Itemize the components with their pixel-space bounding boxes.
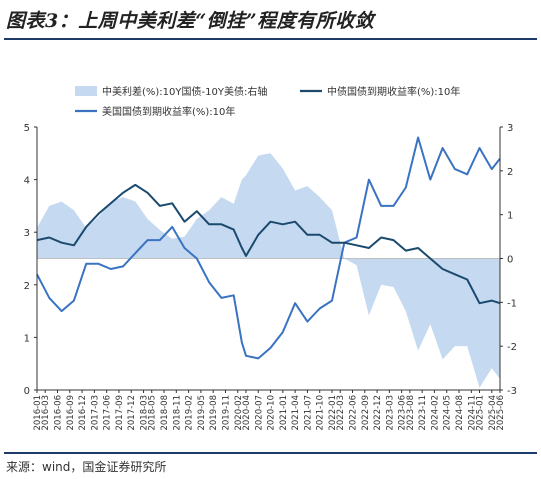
legend-label: 中美利差(%):10Y国债-10Y美债:右轴 <box>102 85 267 98</box>
x-tick-label: 2016-12 <box>78 395 88 431</box>
cn-10y-yield-line <box>36 183 501 305</box>
right-tick-label: -2 <box>507 342 517 353</box>
spread-area-layer <box>37 153 500 388</box>
x-tick-label: 2021-04 <box>291 395 301 431</box>
right-tick-label: 2 <box>507 167 513 178</box>
x-tick-label: 2017-09 <box>115 395 125 431</box>
x-tick-label: 2019-11 <box>221 395 231 431</box>
x-tick-label: 2025-06 <box>496 395 506 431</box>
chart: 中美利差(%):10Y国债-10Y美债:右轴 中债国债到期收益率(%):10年美国… <box>24 85 517 431</box>
legend-label: 美国国债到期收益率(%):10年 <box>102 105 235 118</box>
right-tick-label: 0 <box>507 255 513 266</box>
x-tick-label: 2022-12 <box>373 395 383 431</box>
spread-area <box>37 153 500 388</box>
right-tick-label: -1 <box>507 298 517 309</box>
legend-label: 中债国债到期收益率(%):10年 <box>327 85 460 98</box>
right-tick-label: -3 <box>507 386 517 397</box>
x-tick-label: 2019-05 <box>197 395 207 431</box>
x-tick-label: 2024-11 <box>467 395 477 431</box>
x-tick-label: 2016-09 <box>66 395 76 431</box>
x-tick-label: 2021-10 <box>316 395 326 431</box>
footer-divider <box>4 452 537 454</box>
x-tick-label: 2020-04 <box>242 395 252 431</box>
legend-swatch <box>75 86 97 96</box>
x-tick-label: 2018-08 <box>160 395 170 431</box>
x-tick-label: 2018-03 <box>140 395 150 431</box>
legend: 中美利差(%):10Y国债-10Y美债:右轴 中债国债到期收益率(%):10年美国… <box>75 85 460 118</box>
x-tick-label: 2017-12 <box>127 395 137 431</box>
left-tick-label: 1 <box>24 333 30 344</box>
x-tick-label: 2018-05 <box>148 395 158 431</box>
x-tick-label: 2020-02 <box>234 395 244 431</box>
right-tick-label: 3 <box>507 123 513 134</box>
x-tick-label: 2022-03 <box>336 395 346 431</box>
x-tick-label: 2017-06 <box>103 395 113 431</box>
left-tick-label: 4 <box>24 176 30 187</box>
x-tick-label: 2023-08 <box>406 395 416 431</box>
x-tick-label: 2023-03 <box>385 395 395 431</box>
x-tick-label: 2022-01 <box>328 395 338 431</box>
x-tick-label: 2021-01 <box>279 395 289 431</box>
x-tick-label: 2021-07 <box>303 395 313 431</box>
chart-title: 图表3：上周中美利差“倒挂”程度有所收敛 <box>6 10 375 32</box>
x-tick-label: 2024-05 <box>443 395 453 431</box>
right-tick-label: 1 <box>507 211 513 222</box>
x-tick-label: 2023-06 <box>398 395 408 431</box>
x-tick-label: 2025-01 <box>476 395 486 431</box>
x-tick-label: 2024-08 <box>455 395 465 431</box>
x-tick-label: 2024-02 <box>430 395 440 431</box>
x-tick-label: 2022-09 <box>361 395 371 431</box>
x-tick-label: 2022-06 <box>348 395 358 431</box>
x-tick-label: 2019-08 <box>209 395 219 431</box>
left-tick-label: 5 <box>24 123 30 134</box>
yield-lines-layer <box>36 136 501 360</box>
x-tick-label: 2016-03 <box>41 395 51 431</box>
x-tick-label: 2020-10 <box>267 395 277 431</box>
title-divider <box>4 38 537 40</box>
x-tick-label: 2018-11 <box>172 395 182 431</box>
us-10y-yield-line <box>36 136 501 360</box>
x-tick-label: 2016-06 <box>53 395 63 431</box>
left-tick-label: 3 <box>24 228 30 239</box>
x-tick-label: 2023-11 <box>418 395 428 431</box>
left-tick-label: 2 <box>24 281 30 292</box>
x-tick-label: 2019-02 <box>185 395 195 431</box>
x-tick-label: 2016-01 <box>33 395 43 431</box>
x-tick-label: 2017-03 <box>90 395 100 431</box>
x-tick-label: 2020-07 <box>254 395 264 431</box>
source-note: 来源：wind，国金证券研究所 <box>6 460 167 474</box>
left-tick-label: 0 <box>24 386 30 397</box>
x-tick-label: 2025-04 <box>488 395 498 431</box>
